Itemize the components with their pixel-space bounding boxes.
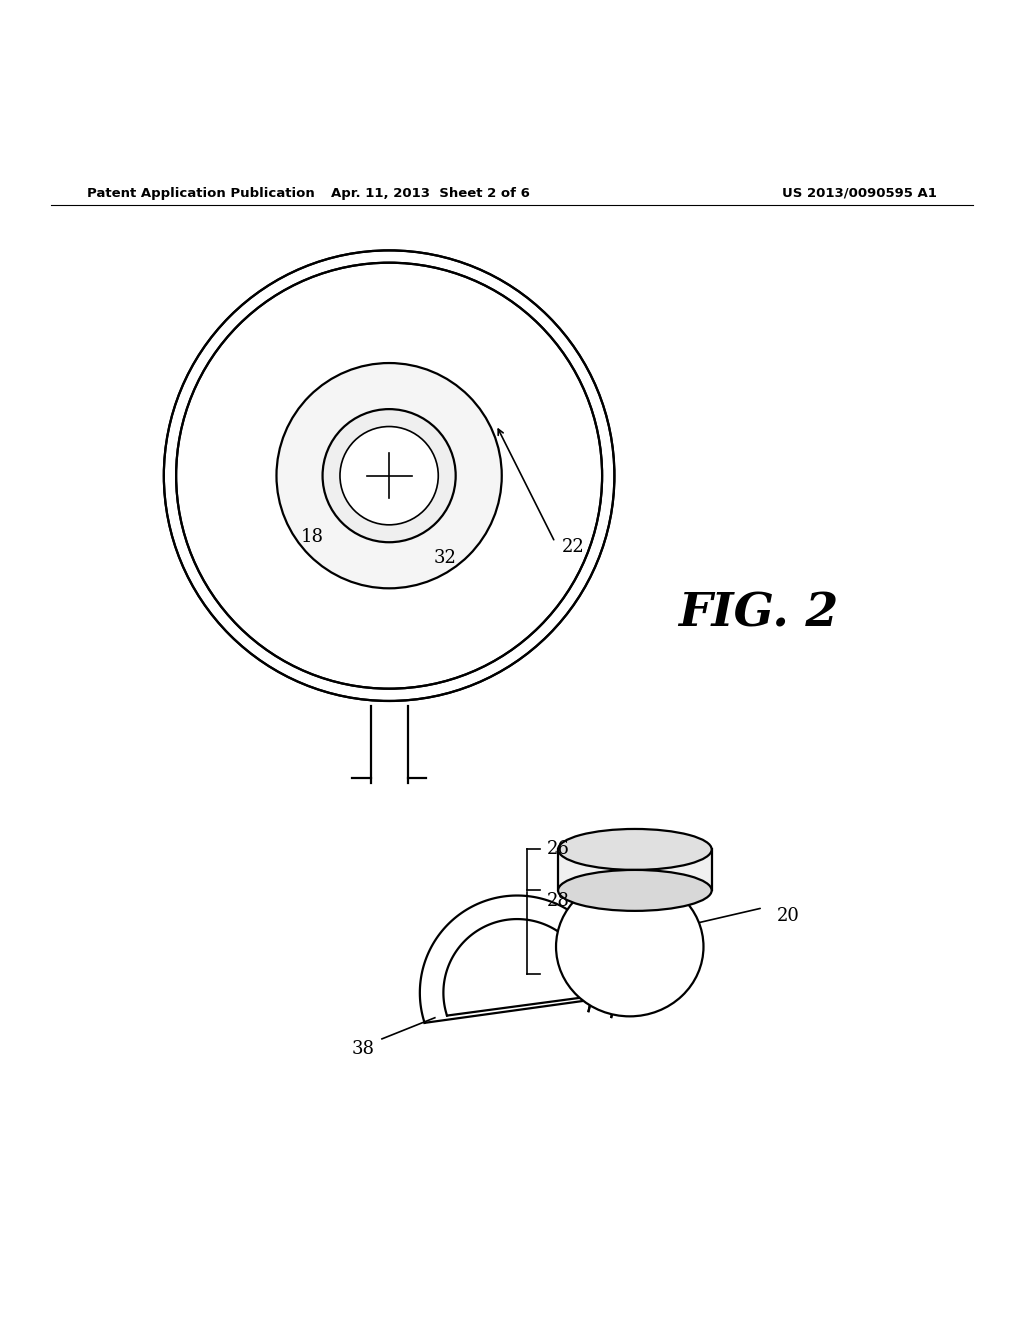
Ellipse shape bbox=[558, 829, 712, 870]
Text: 28: 28 bbox=[547, 891, 569, 909]
Text: FIG. 2: FIG. 2 bbox=[678, 591, 838, 638]
Ellipse shape bbox=[556, 876, 703, 1016]
Circle shape bbox=[340, 426, 438, 525]
Text: 22: 22 bbox=[562, 539, 585, 556]
Text: Patent Application Publication: Patent Application Publication bbox=[87, 186, 314, 199]
Text: 20: 20 bbox=[777, 907, 800, 925]
Text: 18: 18 bbox=[301, 528, 324, 546]
Text: 38: 38 bbox=[352, 1040, 375, 1059]
Text: 26: 26 bbox=[547, 841, 569, 858]
Polygon shape bbox=[558, 850, 712, 891]
Circle shape bbox=[276, 363, 502, 589]
Text: US 2013/0090595 A1: US 2013/0090595 A1 bbox=[782, 186, 937, 199]
Ellipse shape bbox=[558, 870, 712, 911]
Circle shape bbox=[176, 263, 602, 689]
Circle shape bbox=[323, 409, 456, 543]
Text: Apr. 11, 2013  Sheet 2 of 6: Apr. 11, 2013 Sheet 2 of 6 bbox=[331, 186, 529, 199]
Text: 32: 32 bbox=[434, 549, 457, 566]
